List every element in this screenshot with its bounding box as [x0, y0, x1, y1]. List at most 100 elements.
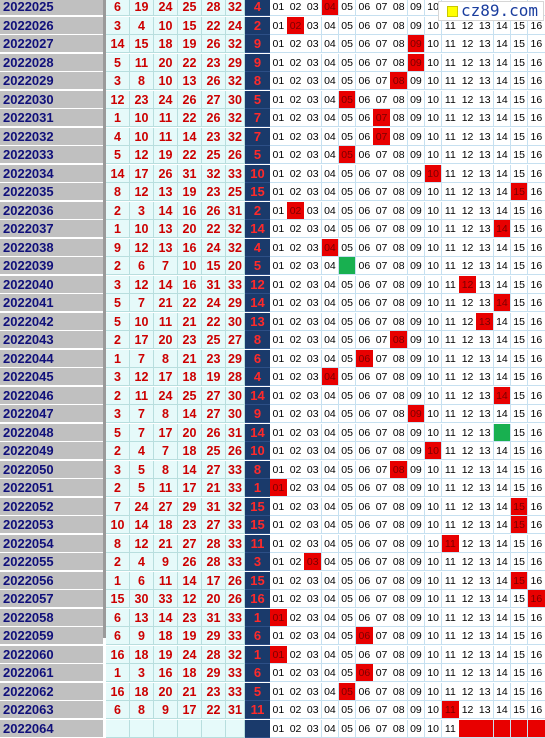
table-row: 2022051 2 5 11 17 21 33 1 01 02 03 04 05 06 07 08 09 10 11… [0, 479, 545, 497]
red-ball-number: 31 [226, 423, 245, 442]
red-ball-number: 7 [106, 497, 130, 516]
red-ball-number: 14 [106, 164, 130, 183]
trend-cell: 09 [407, 238, 426, 257]
trend-cell: 15 [510, 146, 529, 164]
period-number: 2022044 [0, 349, 103, 368]
blue-ball-number: 14 [245, 423, 270, 442]
trend-cell: 07 [373, 201, 391, 220]
red-ball-number: 4 [106, 127, 130, 146]
trend-cell: 04 [321, 257, 340, 275]
trend-cell: 05 [338, 238, 357, 257]
trend-cell: 12 [459, 349, 477, 368]
red-ball-number: 6 [106, 608, 130, 627]
red-ball-number: 20 [154, 331, 178, 349]
trend-cell: 10 [424, 516, 443, 534]
trend-cell: 03 [304, 16, 323, 35]
trend-cell: 06 [356, 257, 374, 275]
blue-ball-number [245, 719, 270, 738]
red-ball-number: 15 [106, 590, 130, 608]
period-number: 2022059 [0, 627, 103, 645]
trend-cell: 08 [390, 423, 409, 442]
red-ball-number: 19 [154, 645, 178, 664]
trend-cell: 14 [493, 553, 512, 571]
table-row: 2022064 01 02 03 04 05 06 07 08 09 10 11 [0, 719, 545, 738]
red-ball-number: 15 [130, 35, 154, 53]
trend-cell: 14 [493, 35, 512, 53]
trend-cell: 11 [442, 331, 460, 349]
trend-cell: 13 [476, 331, 495, 349]
trend-cell: 02 [287, 664, 305, 682]
blue-ball-number: 7 [245, 127, 270, 146]
red-ball-number: 16 [106, 682, 130, 701]
trend-cell: 13 [476, 183, 495, 201]
trend-cell: 01 [270, 201, 288, 220]
trend-cell: 04 [321, 349, 340, 368]
red-ball-number: 18 [154, 516, 178, 534]
trend-cell: 02 [287, 331, 305, 349]
trend-cell: 01 [270, 16, 288, 35]
period-number: 2022033 [0, 146, 103, 164]
period-number: 2022026 [0, 16, 103, 35]
trend-cell: 02 [287, 220, 305, 238]
trend-cell: 08 [390, 719, 409, 738]
trend-hit-cell [338, 257, 357, 275]
blue-ball-number: 14 [245, 220, 270, 238]
trend-cell: 16 [528, 146, 545, 164]
table-row: 2022060 16 18 19 24 28 32 1 01 02 03 04 05 06 07 08 09 10… [0, 645, 545, 664]
trend-cell: 13 [476, 53, 495, 72]
trend-cell: 02 [287, 294, 305, 312]
table-row: 2022055 2 4 9 26 28 33 3 01 02 03 04 05 06 07 08 09 10 11 1… [0, 553, 545, 571]
trend-cell: 05 [338, 127, 357, 146]
trend-cell: 07 [373, 516, 391, 534]
red-ball-number: 10 [106, 516, 130, 534]
trend-cell: 02 [287, 386, 305, 405]
trend-cell: 16 [528, 571, 545, 590]
red-ball-number: 8 [130, 72, 154, 90]
trend-cell: 08 [390, 405, 409, 423]
trend-cell: 03 [304, 571, 323, 590]
trend-cell: 06 [356, 405, 374, 423]
red-ball-number: 23 [130, 90, 154, 109]
trend-cell: 16 [528, 479, 545, 497]
red-ball-number: 21 [154, 534, 178, 553]
red-ball-number: 27 [154, 497, 178, 516]
trend-cell: 04 [321, 294, 340, 312]
trend-cell: 07 [373, 645, 391, 664]
trend-cell: 02 [287, 534, 305, 553]
red-ball-number: 13 [130, 608, 154, 627]
red-ball-number: 31 [202, 497, 226, 516]
red-ball-number: 3 [106, 460, 130, 479]
trend-cell: 01 [270, 146, 288, 164]
trend-cell: 04 [321, 164, 340, 183]
red-ball-number: 14 [154, 201, 178, 220]
trend-cell: 01 [270, 220, 288, 238]
period-number: 2022050 [0, 460, 103, 479]
trend-cell: 16 [528, 386, 545, 405]
trend-cell: 10 [424, 220, 443, 238]
trend-cell: 04 [321, 423, 340, 442]
red-ball-number: 14 [106, 35, 130, 53]
red-ball-number: 11 [154, 109, 178, 127]
trend-cell: 10 [424, 349, 443, 368]
red-ball-number: 28 [226, 368, 245, 386]
trend-cell: 11 [442, 35, 460, 53]
table-row: 2022038 9 12 13 16 24 32 4 01 02 03 04 05 06 07 08 09 10 1… [0, 238, 545, 257]
trend-cell: 06 [356, 16, 374, 35]
trend-cell: 08 [390, 571, 409, 590]
trend-cell: 10 [424, 497, 443, 516]
trend-cell: 03 [304, 109, 323, 127]
trend-cell: 12 [459, 220, 477, 238]
trend-cell: 03 [304, 331, 323, 349]
trend-cell: 06 [356, 0, 374, 16]
red-ball-number: 1 [106, 571, 130, 590]
red-ball-number: 1 [106, 109, 130, 127]
trend-cell: 02 [287, 275, 305, 294]
trend-cell: 03 [304, 608, 323, 627]
trend-cell: 01 [270, 719, 288, 738]
trend-cell: 11 [442, 368, 460, 386]
blue-ball-number: 16 [245, 590, 270, 608]
site-badge[interactable]: cz89.com [438, 1, 544, 21]
red-ball-number: 25 [202, 146, 226, 164]
trend-cell: 01 [270, 590, 288, 608]
trend-cell: 09 [407, 16, 426, 35]
